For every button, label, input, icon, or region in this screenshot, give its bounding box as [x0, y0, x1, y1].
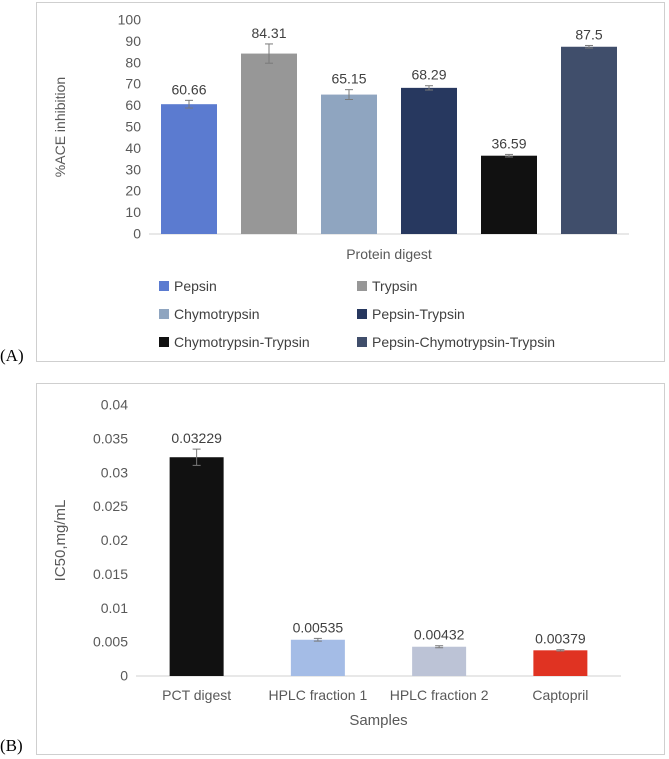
data-label: 0.00379: [535, 631, 586, 647]
legend-swatch: [357, 281, 367, 291]
bar: [161, 104, 217, 235]
legend-label: Pepsin-Trypsin: [372, 306, 465, 322]
bar: [401, 87, 457, 234]
bar: [412, 646, 467, 676]
y-tick-label: 0.035: [93, 430, 128, 446]
data-label: 0.03229: [171, 430, 222, 446]
legend-label: Trypsin: [372, 278, 417, 294]
bar: [481, 155, 537, 234]
panel-label-a: (A): [0, 346, 24, 365]
y-tick-label: 50: [125, 119, 141, 135]
bar: [321, 94, 377, 234]
bar: [290, 639, 345, 676]
bar: [169, 457, 224, 676]
data-label: 0.00535: [293, 619, 344, 635]
bar: [533, 650, 588, 676]
x-tick-label: PCT digest: [162, 687, 231, 703]
y-tick-label: 0: [120, 668, 128, 684]
chart-b-panel: 0 0.005 0.01 0.015 0.02 0.025 0.03 0.035 0.04 IC5…: [36, 383, 665, 755]
y-tick-label: 0.005: [93, 634, 128, 650]
y-axis-label: %ACE inhibition: [52, 77, 68, 177]
y-tick-label: 0: [133, 226, 141, 242]
y-tick-label: 0.025: [93, 498, 128, 514]
data-label: 60.66: [171, 81, 206, 97]
bar: [561, 46, 617, 234]
data-label: 36.59: [491, 135, 526, 151]
y-tick-label: 10: [125, 204, 141, 220]
panel-label-b: (B): [0, 736, 23, 755]
y-tick-label: 0.04: [101, 397, 128, 413]
x-tick-label: Captopril: [532, 687, 588, 703]
data-label: 87.5: [575, 26, 602, 42]
legend-swatch: [357, 309, 367, 319]
y-tick-label: 90: [125, 33, 141, 49]
y-tick-label: 60: [125, 97, 141, 113]
y-tick-label: 20: [125, 183, 141, 199]
legend-swatch: [159, 309, 169, 319]
data-label: 65.15: [331, 71, 366, 87]
x-tick-label: HPLC fraction 1: [268, 687, 367, 703]
x-tick-label: HPLC fraction 2: [390, 687, 489, 703]
legend-label: Chymotrypsin: [174, 306, 260, 322]
y-axis-label: IC50,mg/mL: [52, 500, 69, 582]
y-tick-label: 100: [118, 12, 142, 28]
y-tick-label: 40: [125, 140, 141, 156]
chart-a-panel: 0 10 20 30 40 50 60 70 80 90 100 %ACE inhibition Pro…: [36, 2, 665, 362]
x-axis-label: Samples: [349, 712, 407, 729]
y-tick-label: 0.02: [101, 532, 128, 548]
legend-swatch: [159, 281, 169, 291]
chart-b: 0 0.005 0.01 0.015 0.02 0.025 0.03 0.035 0.04 IC5…: [52, 397, 621, 729]
legend-label: Chymotrypsin-Trypsin: [174, 334, 310, 350]
y-tick-label: 80: [125, 54, 141, 70]
y-tick-label: 0.015: [93, 566, 128, 582]
data-label: 0.00432: [414, 627, 465, 643]
legend-swatch: [357, 337, 367, 347]
y-tick-label: 70: [125, 76, 141, 92]
y-tick-label: 0.03: [101, 464, 128, 480]
y-tick-label: 30: [125, 161, 141, 177]
data-label: 68.29: [411, 67, 446, 83]
bar: [241, 53, 297, 234]
y-tick-label: 0.01: [101, 600, 128, 616]
legend-label: Pepsin: [174, 278, 217, 294]
data-label: 84.31: [251, 25, 286, 41]
x-axis-label: Protein digest: [346, 246, 432, 262]
chart-a: 0 10 20 30 40 50 60 70 80 90 100 %ACE inhibition Pro…: [52, 12, 629, 350]
legend-label: Pepsin-Chymotrypsin-Trypsin: [372, 334, 555, 350]
legend-swatch: [159, 337, 169, 347]
